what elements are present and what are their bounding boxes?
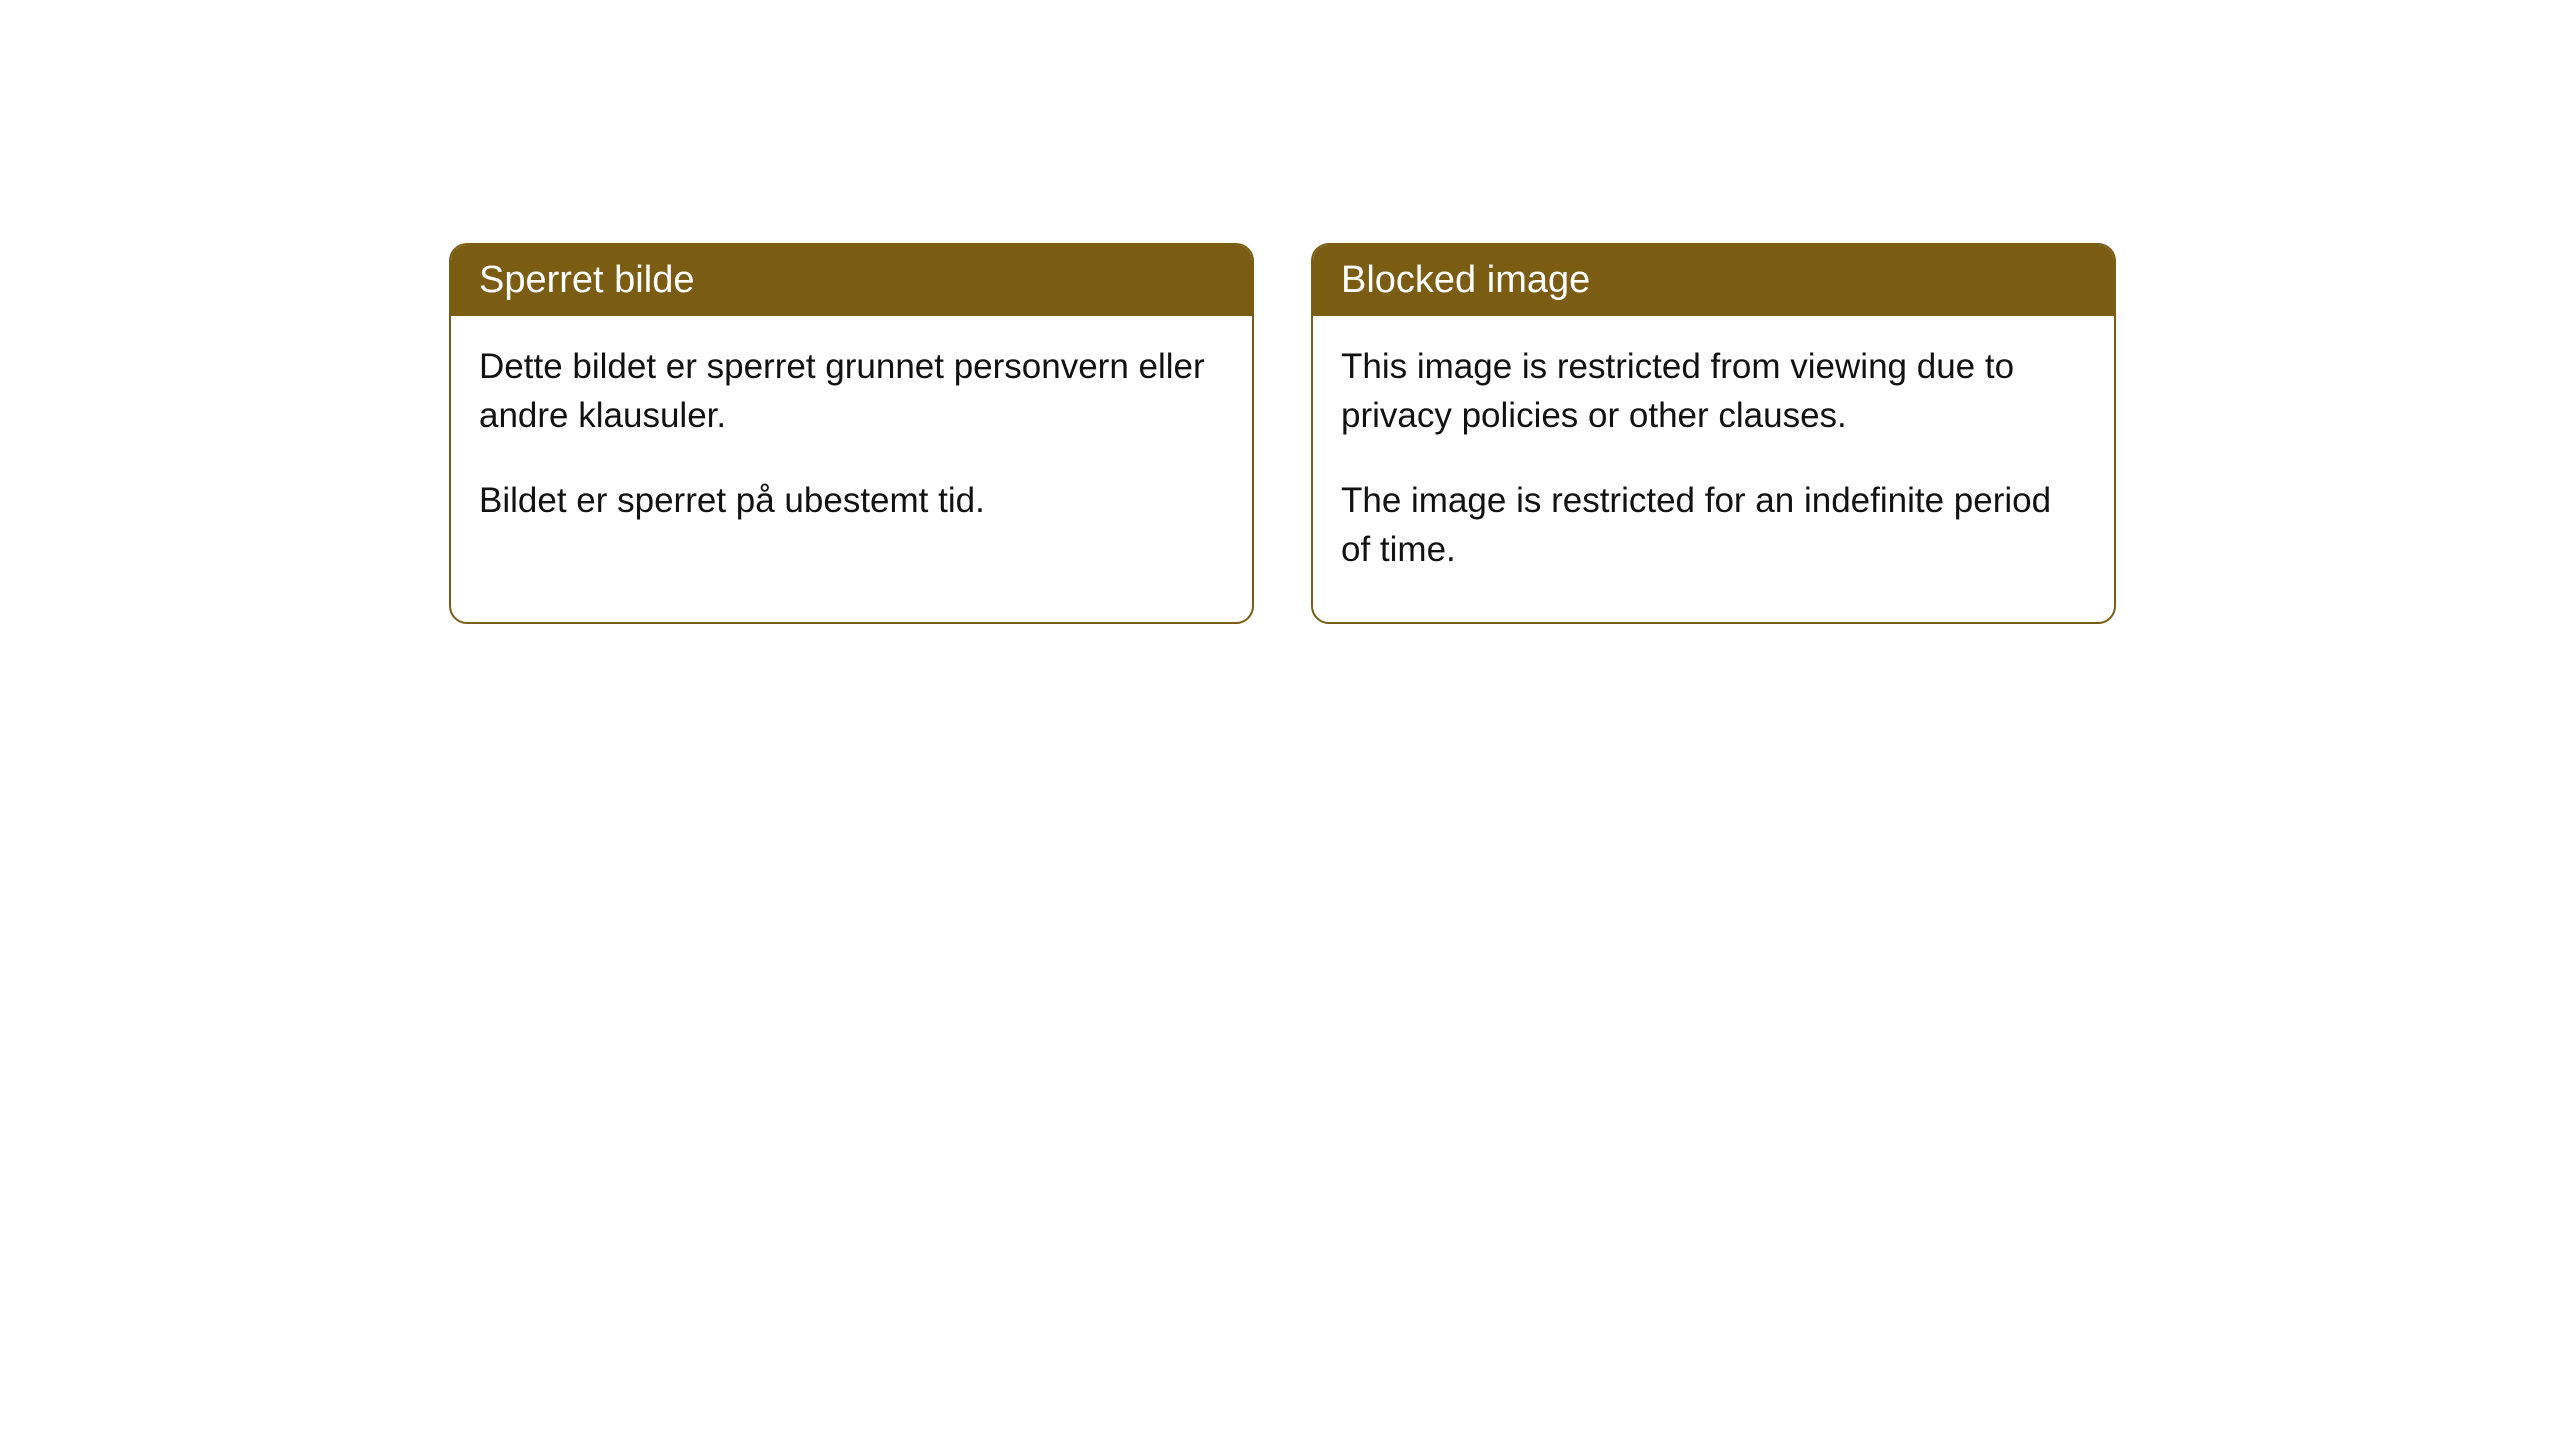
card-body-english: This image is restricted from viewing du… (1313, 316, 2114, 622)
card-title: Blocked image (1341, 259, 1590, 301)
card-header-english: Blocked image (1313, 245, 2114, 316)
notice-card-english: Blocked image This image is restricted f… (1311, 243, 2116, 624)
notice-card-norwegian: Sperret bilde Dette bildet er sperret gr… (449, 243, 1254, 624)
card-paragraph-2: The image is restricted for an indefinit… (1341, 476, 2086, 574)
card-paragraph-1: Dette bildet er sperret grunnet personve… (479, 342, 1224, 440)
card-title: Sperret bilde (479, 259, 694, 301)
card-header-norwegian: Sperret bilde (451, 245, 1252, 316)
notice-cards-container: Sperret bilde Dette bildet er sperret gr… (449, 243, 2116, 624)
card-body-norwegian: Dette bildet er sperret grunnet personve… (451, 316, 1252, 573)
card-paragraph-2: Bildet er sperret på ubestemt tid. (479, 476, 1224, 525)
card-paragraph-1: This image is restricted from viewing du… (1341, 342, 2086, 440)
